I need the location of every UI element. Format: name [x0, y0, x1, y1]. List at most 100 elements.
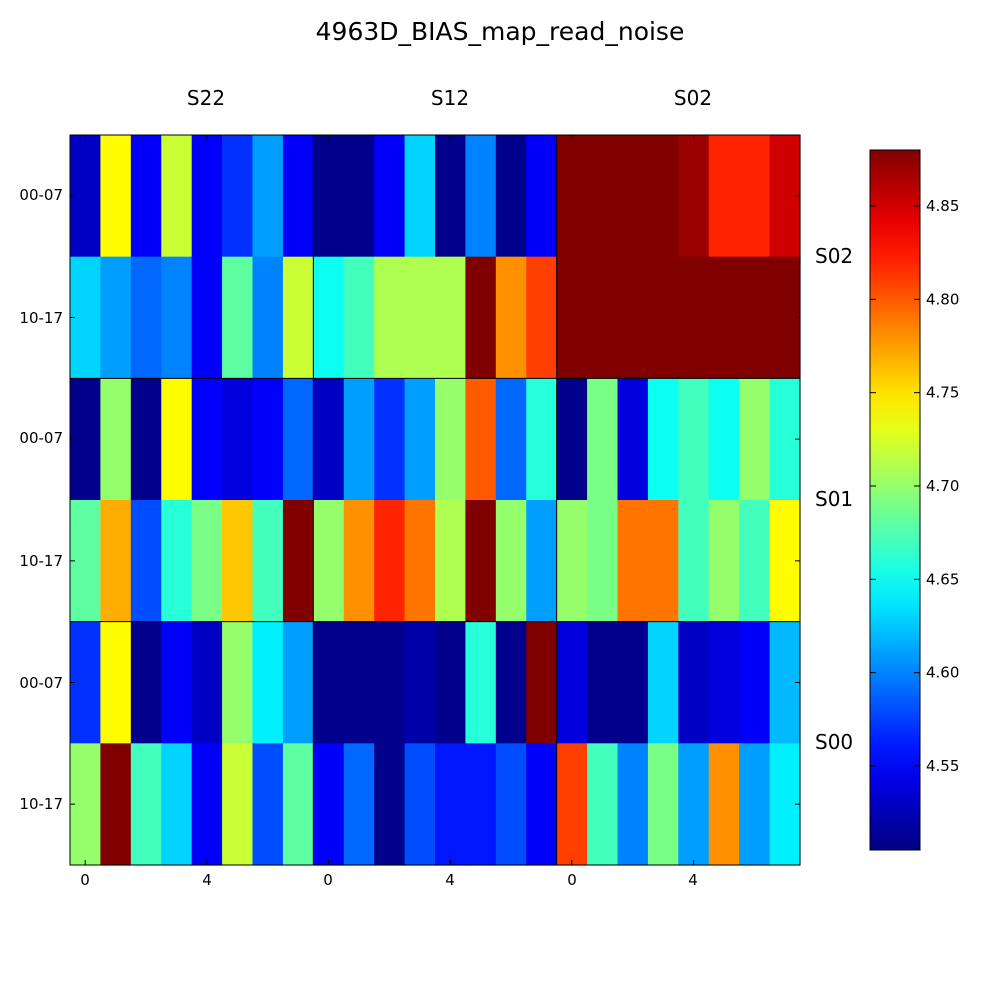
row-label-s02: S02	[815, 244, 853, 268]
heatmap-cell	[161, 256, 193, 379]
heatmap-cell	[647, 256, 679, 379]
heatmap-cell	[435, 378, 467, 501]
heatmap-cell	[343, 256, 375, 379]
heatmap-cell	[495, 378, 527, 501]
heatmap-cell	[252, 743, 284, 866]
heatmap-cell	[130, 743, 162, 866]
heatmap-cell	[495, 621, 527, 744]
colorbar-tick-label: 4.55	[926, 757, 959, 775]
heatmap-cell	[465, 135, 497, 258]
heatmap-cell	[282, 500, 314, 623]
heatmap-cell	[526, 378, 558, 501]
heatmap-cell	[343, 500, 375, 623]
heatmap-cell	[465, 500, 497, 623]
heatmap-cell	[313, 743, 345, 866]
heatmap-cell	[526, 743, 558, 866]
heatmap-cell	[70, 621, 102, 744]
heatmap-cell	[465, 256, 497, 379]
heatmap-cell	[313, 378, 345, 501]
heatmap-cell	[556, 500, 588, 623]
x-tick-label: 4	[202, 871, 212, 889]
x-tick-label: 0	[323, 871, 333, 889]
heatmap-cell	[495, 256, 527, 379]
heatmap-cell	[495, 135, 527, 258]
heatmap-cell	[191, 500, 223, 623]
heatmap-cells	[70, 135, 801, 866]
heatmap-cell	[678, 500, 710, 623]
heatmap-cell	[739, 500, 771, 623]
heatmap-cell	[161, 378, 193, 501]
heatmap-cell	[678, 256, 710, 379]
x-tick-label: 0	[567, 871, 577, 889]
x-tick-label: 4	[445, 871, 455, 889]
heatmap-cell	[404, 135, 436, 258]
heatmap-cell	[708, 743, 740, 866]
heatmap-cell	[647, 743, 679, 866]
heatmap-cell	[343, 743, 375, 866]
heatmap-cell	[526, 621, 558, 744]
colorbar-tick-label: 4.70	[926, 477, 959, 495]
heatmap-cell	[708, 621, 740, 744]
colorbar-tick-label: 4.85	[926, 197, 959, 215]
heatmap-cell	[587, 743, 619, 866]
heatmap-cell	[100, 135, 132, 258]
heatmap-cell	[100, 621, 132, 744]
heatmap-cell	[130, 621, 162, 744]
heatmap-cell	[617, 500, 649, 623]
y-tick-label: 10-17	[19, 552, 63, 570]
heatmap-cell	[191, 621, 223, 744]
heatmap-cell	[739, 621, 771, 744]
y-tick-label: 10-17	[19, 795, 63, 813]
heatmap-cell	[70, 743, 102, 866]
heatmap-cell	[222, 135, 254, 258]
heatmap-cell	[435, 135, 467, 258]
colorbar: 4.55 4.60 4.65 4.70 4.75 4.80 4.85	[869, 149, 959, 851]
heatmap-cell	[465, 743, 497, 866]
heatmap-cell	[435, 621, 467, 744]
heatmap-cell	[282, 378, 314, 501]
heatmap-cell	[343, 378, 375, 501]
heatmap-cell	[587, 621, 619, 744]
heatmap-cell	[647, 500, 679, 623]
heatmap-cell	[282, 621, 314, 744]
heatmap-cell	[556, 743, 588, 866]
heatmap-cell	[282, 135, 314, 258]
heatmap-cell	[617, 621, 649, 744]
y-tick-label: 00-07	[19, 674, 63, 692]
heatmap-cell	[435, 743, 467, 866]
colorbar-tick-label: 4.65	[926, 570, 959, 588]
heatmap-cell	[526, 135, 558, 258]
heatmap-cell	[495, 743, 527, 866]
heatmap-cell	[313, 621, 345, 744]
heatmap-cell	[222, 500, 254, 623]
heatmap-cell	[374, 256, 406, 379]
colorbar-gradient	[869, 149, 921, 851]
heatmap-cell	[70, 378, 102, 501]
heatmap-cell	[526, 500, 558, 623]
heatmap-cell	[130, 256, 162, 379]
heatmap-cell	[313, 135, 345, 258]
row-labels: S02 S01 S00	[815, 244, 853, 754]
x-tick-label: 0	[80, 871, 90, 889]
heatmap-cell	[374, 135, 406, 258]
heatmap-cell	[130, 135, 162, 258]
heatmap-cell	[70, 500, 102, 623]
heatmap-cell	[222, 256, 254, 379]
heatmap-cell	[678, 621, 710, 744]
heatmap-cell	[100, 378, 132, 501]
panel-grid	[69, 134, 801, 866]
heatmap-cell	[374, 621, 406, 744]
heatmap-cell	[587, 135, 619, 258]
heatmap-cell	[70, 135, 102, 258]
column-label-s02: S02	[674, 86, 712, 110]
column-labels: S22 S12 S02	[187, 86, 712, 110]
heatmap-cell	[678, 135, 710, 258]
heatmap-cell	[252, 135, 284, 258]
heatmap-cell	[252, 621, 284, 744]
heatmap-cell	[374, 500, 406, 623]
y-tick-label: 00-07	[19, 429, 63, 447]
heatmap-cell	[404, 743, 436, 866]
heatmap-cell	[435, 256, 467, 379]
colorbar-tick-label: 4.80	[926, 290, 959, 308]
